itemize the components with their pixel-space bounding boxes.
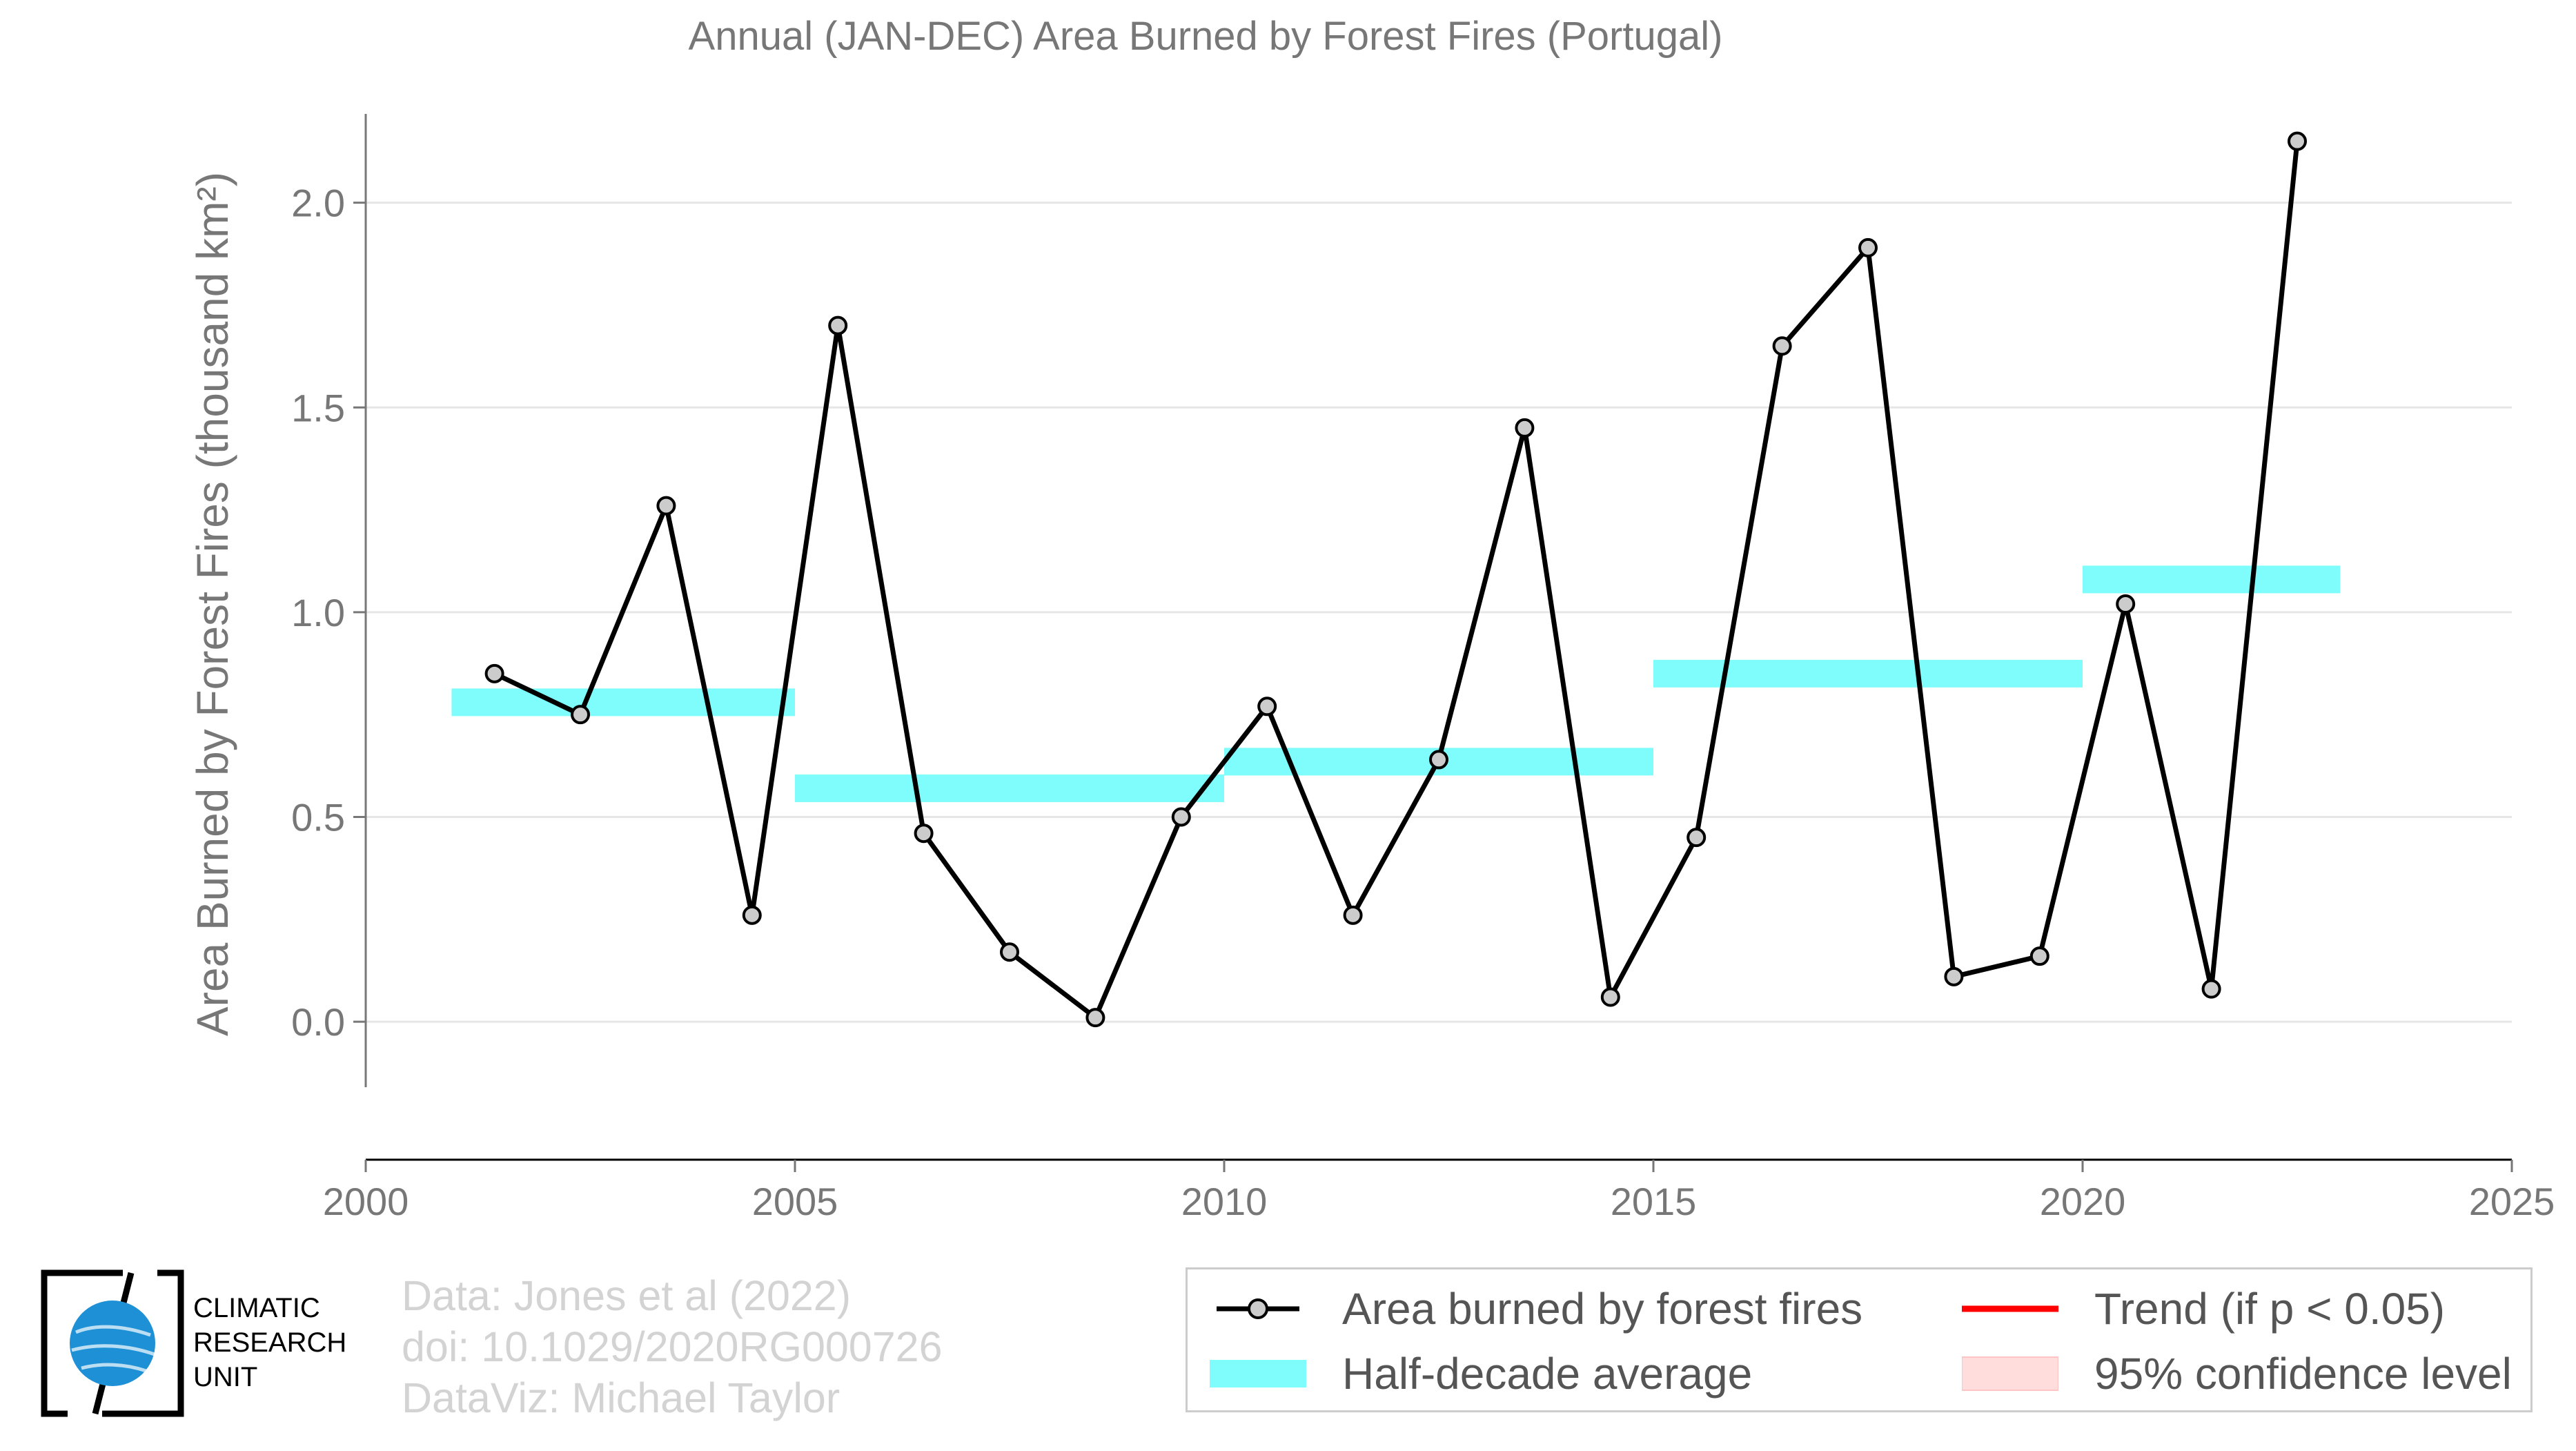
y-tick-label: 1.5 — [291, 386, 345, 429]
data-point — [571, 705, 590, 725]
data-point — [828, 315, 848, 335]
data-point — [1257, 697, 1277, 717]
legend-label-trend: Trend (if p < 0.05) — [2094, 1284, 2446, 1334]
x-tick-label: 2005 — [752, 1180, 838, 1223]
legend-trend-line-icon — [1962, 1305, 2058, 1312]
data-point — [2288, 131, 2307, 151]
data-point — [484, 663, 504, 683]
data-credits: Data: Jones et al (2022) doi: 10.1029/20… — [402, 1270, 943, 1423]
gridlines — [366, 202, 2512, 1023]
data-point — [1000, 942, 1019, 962]
half-decade-bar — [795, 774, 1224, 802]
data-point — [914, 824, 934, 844]
legend-label-confidence: 95% confidence level — [2094, 1349, 2512, 1399]
logo-line-3: UNIT — [193, 1362, 258, 1392]
data-point — [2201, 979, 2221, 999]
area-burned-line — [493, 141, 2300, 1020]
data-point — [656, 496, 676, 516]
legend-label-half-decade: Half-decade average — [1342, 1349, 1753, 1399]
data-point — [2029, 946, 2049, 966]
y-axis-label: Area Burned by Forest Fires (thousand km… — [188, 172, 237, 1036]
y-tick-label: 1.0 — [291, 591, 345, 634]
legend-line-marker-icon — [1217, 1298, 1299, 1319]
legend-item-confidence: 95% confidence level — [1962, 1349, 2512, 1399]
data-point — [742, 905, 762, 925]
legend-label-area-burned: Area burned by forest fires — [1342, 1284, 1863, 1334]
x-tick-label: 2025 — [2469, 1180, 2555, 1223]
legend-item-trend: Trend (if p < 0.05) — [1962, 1284, 2446, 1334]
data-point — [1343, 905, 1363, 925]
data-point — [1858, 237, 1878, 257]
credit-doi: doi: 10.1029/2020RG000726 — [402, 1323, 943, 1370]
cru-logo: CLIMATIC RESEARCH UNIT — [40, 1269, 399, 1422]
x-tick-label: 2000 — [323, 1180, 409, 1223]
logo-line-2: RESEARCH — [193, 1327, 347, 1358]
credit-data-source: Data: Jones et al (2022) — [402, 1272, 852, 1319]
data-point — [1085, 1008, 1105, 1028]
axes: 0.0 0.5 1.0 1.5 2.0 2000 2005 2010 2015 2020 2025 — [291, 114, 2555, 1223]
x-tick-label: 2020 — [2040, 1180, 2126, 1223]
half-decade-bar — [2083, 565, 2341, 594]
data-point — [1171, 807, 1191, 827]
data-point — [1944, 966, 1964, 986]
data-point — [1429, 750, 1448, 770]
y-tick-label: 2.0 — [291, 182, 345, 225]
legend-item-half-decade: Half-decade average — [1210, 1349, 1753, 1399]
legend-confidence-band-icon — [1962, 1356, 2058, 1391]
data-point — [1515, 418, 1535, 438]
cru-globe-icon — [41, 1269, 184, 1417]
x-tick-label: 2015 — [1611, 1180, 1697, 1223]
half-decade-bar — [451, 688, 795, 717]
data-point — [1772, 336, 1792, 356]
data-point — [1600, 987, 1620, 1007]
chart-title: Annual (JAN-DEC) Area Burned by Forest F… — [689, 14, 1723, 59]
chart-legend: Area burned by forest fires Trend (if p … — [1186, 1267, 2533, 1412]
logo-line-1: CLIMATIC — [193, 1293, 320, 1323]
y-tick-label: 0.5 — [291, 795, 345, 839]
legend-band-icon — [1210, 1360, 1306, 1387]
credit-dataviz: DataViz: Michael Taylor — [402, 1374, 840, 1421]
half-decade-bar — [1653, 659, 2083, 688]
y-tick-label: 0.0 — [291, 1000, 345, 1044]
x-tick-label: 2010 — [1181, 1180, 1268, 1223]
half-decade-bands — [451, 565, 2341, 802]
area-burned-series — [484, 131, 2307, 1028]
data-point — [2116, 594, 2136, 614]
legend-item-area-burned: Area burned by forest fires — [1210, 1284, 1863, 1334]
data-point — [1687, 828, 1707, 848]
